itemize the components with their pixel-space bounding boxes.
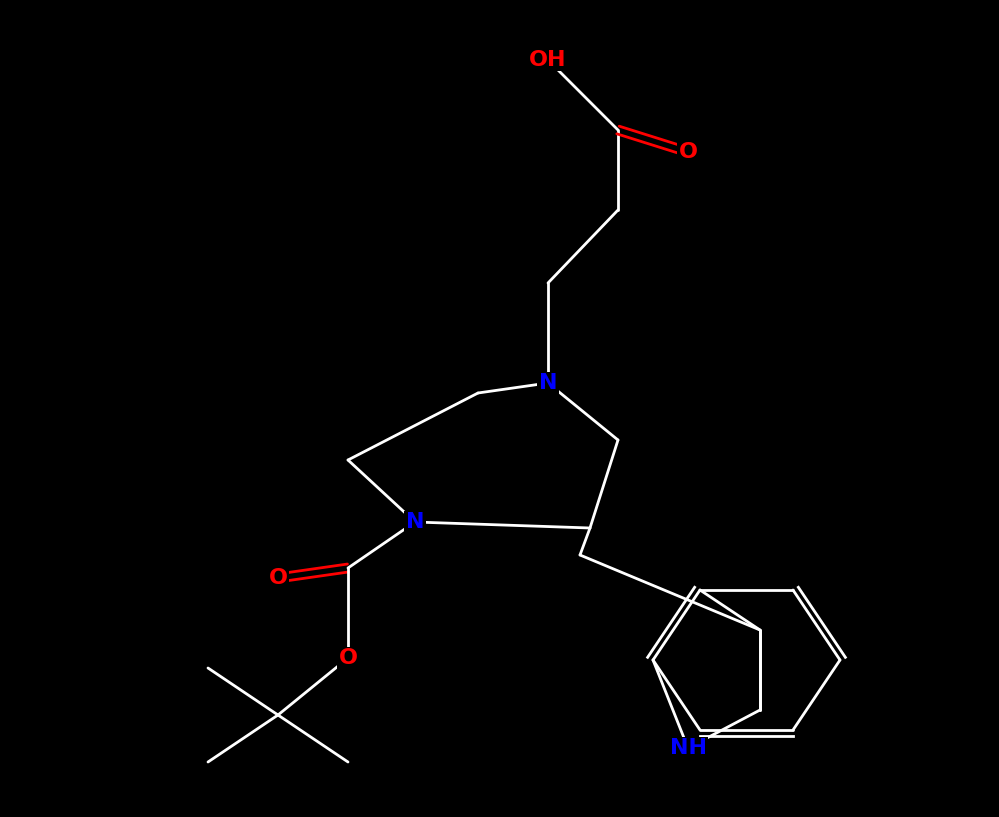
Text: N: N — [538, 373, 557, 393]
Text: O: O — [339, 648, 358, 668]
Text: OH: OH — [529, 50, 566, 70]
Text: O: O — [269, 568, 288, 588]
Text: O: O — [678, 142, 697, 162]
Text: N: N — [406, 512, 425, 532]
Text: NH: NH — [669, 738, 706, 758]
